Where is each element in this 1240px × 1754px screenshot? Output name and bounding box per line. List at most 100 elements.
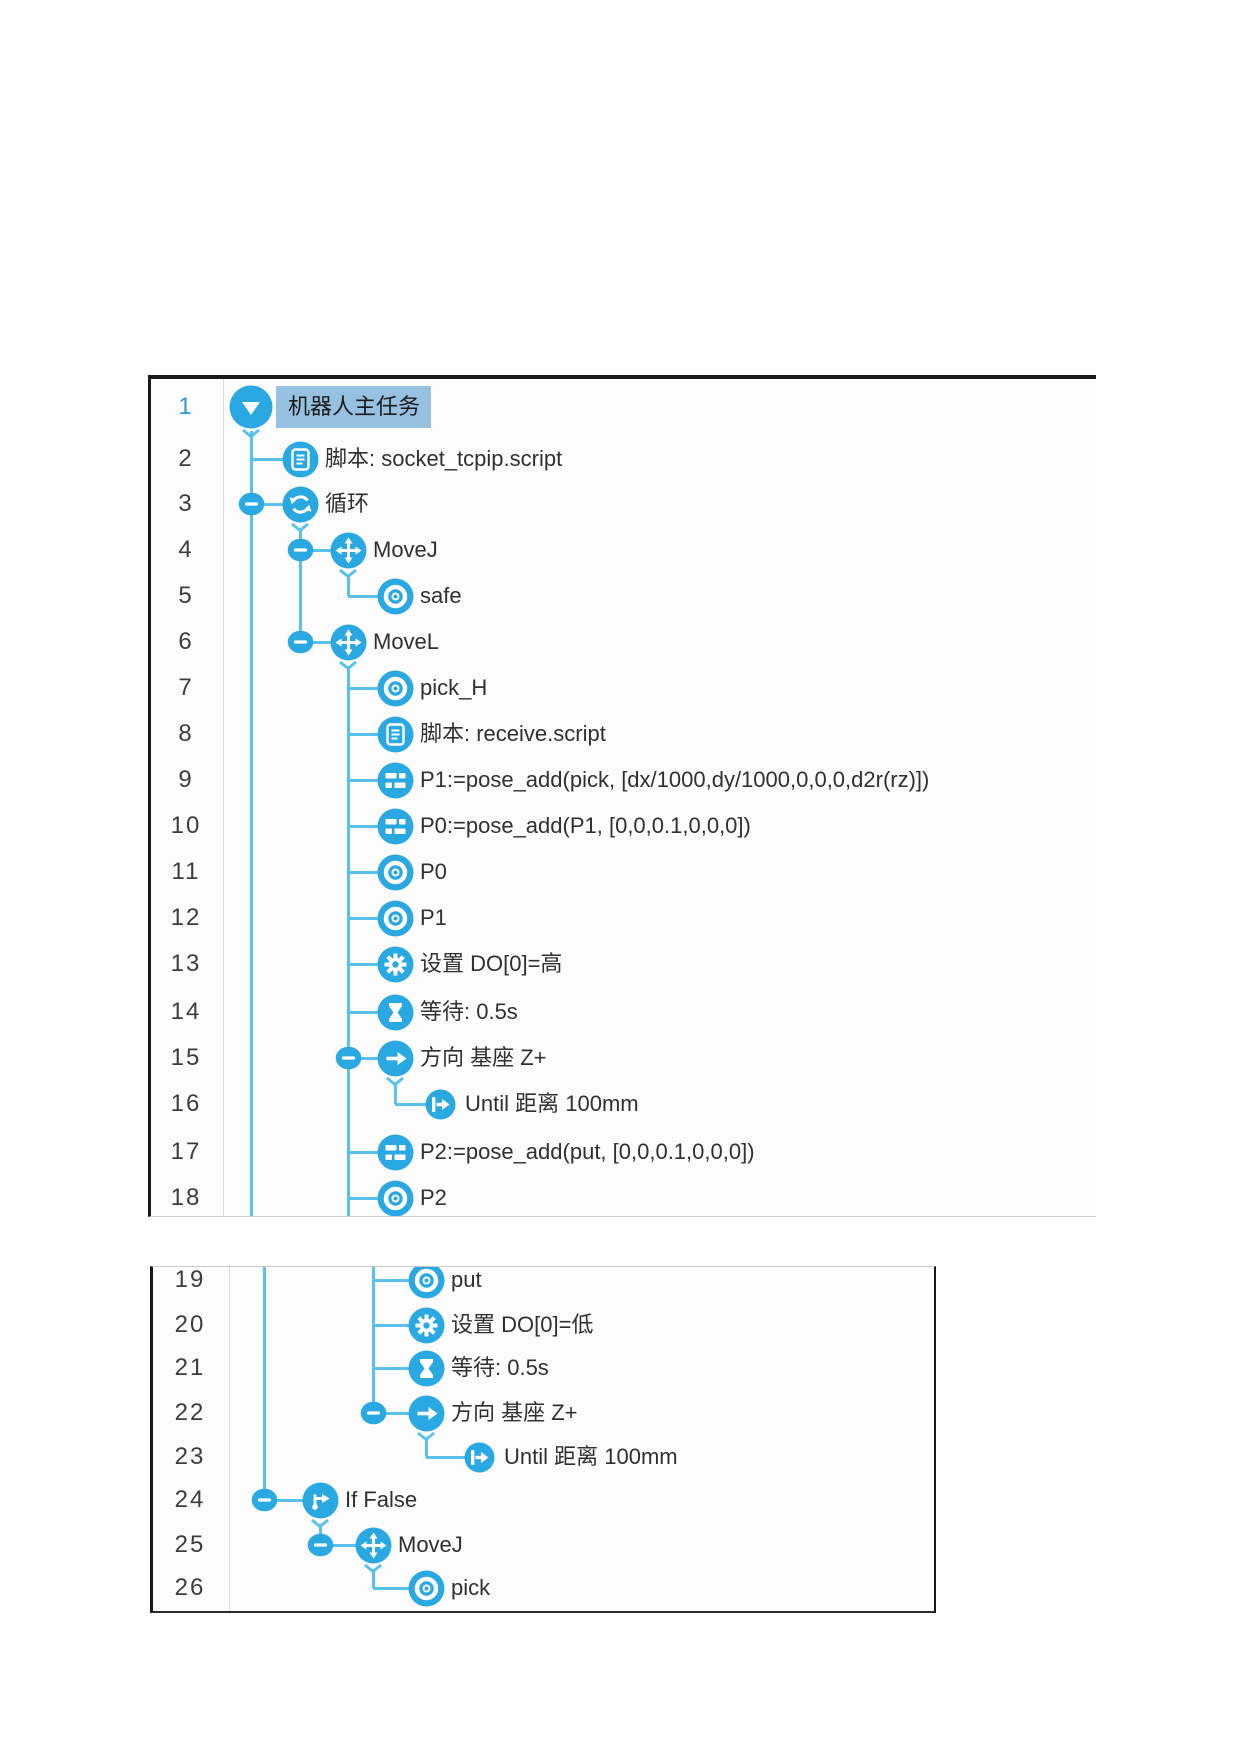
- row-line-number: 20: [174, 1311, 206, 1338]
- waypoint-icon[interactable]: [408, 1570, 445, 1612]
- node-label[interactable]: P0:=pose_add(P1, [0,0,0.1,0,0,0]): [420, 813, 751, 838]
- node-label[interactable]: 设置 DO[0]=低: [451, 1312, 594, 1337]
- tree-connector-horizontal: [300, 548, 348, 552]
- tree-connector-horizontal: [251, 457, 300, 461]
- waypoint-icon[interactable]: [408, 1267, 445, 1304]
- tree-connector-horizontal: [348, 1150, 395, 1154]
- tree-connector-horizontal: [348, 686, 395, 690]
- selected-row-highlight: [276, 386, 431, 428]
- collapse-button[interactable]: [238, 492, 265, 521]
- row-line-number: 5: [178, 582, 194, 609]
- collapse-button[interactable]: [360, 1401, 387, 1430]
- node-label[interactable]: 脚本: receive.script: [420, 721, 606, 746]
- task-root-icon[interactable]: [229, 385, 273, 434]
- node-label[interactable]: 机器人主任务: [288, 394, 421, 419]
- waypoint-icon[interactable]: [377, 1180, 414, 1216]
- loop-icon[interactable]: [282, 486, 319, 528]
- tree-connector-horizontal: [320, 1543, 373, 1547]
- node-label[interactable]: MoveL: [373, 629, 440, 654]
- assign-icon[interactable]: [377, 808, 414, 850]
- node-label[interactable]: 等待: 0.5s: [451, 1355, 549, 1380]
- node-label[interactable]: put: [451, 1267, 482, 1292]
- node-label[interactable]: P2: [420, 1185, 447, 1210]
- collapse-button[interactable]: [251, 1488, 278, 1517]
- row-line-number: 18: [170, 1184, 202, 1211]
- expand-chevron-icon: [338, 566, 358, 584]
- waypoint-icon[interactable]: [377, 670, 414, 712]
- node-label[interactable]: pick: [451, 1575, 491, 1600]
- node-label[interactable]: 设置 DO[0]=高: [420, 951, 563, 976]
- line-number-column-divider: [223, 379, 224, 1216]
- row-line-number: 21: [174, 1354, 206, 1381]
- direction-icon[interactable]: [408, 1395, 445, 1437]
- tree-connector-horizontal: [373, 1411, 426, 1415]
- tree-connector-horizontal: [251, 502, 300, 506]
- assign-icon[interactable]: [377, 762, 414, 804]
- node-label[interactable]: 等待: 0.5s: [420, 999, 518, 1024]
- wait-icon[interactable]: [377, 994, 414, 1036]
- row-line-number: 17: [170, 1138, 202, 1165]
- node-label[interactable]: P2:=pose_add(put, [0,0,0.1,0,0,0]): [420, 1139, 755, 1164]
- node-label[interactable]: 方向 基座 Z+: [420, 1045, 547, 1070]
- collapse-button[interactable]: [287, 630, 314, 659]
- set-icon[interactable]: [377, 946, 414, 988]
- tree-connector-vertical: [393, 1082, 397, 1104]
- line-number-column-divider: [229, 1267, 230, 1611]
- node-label[interactable]: MoveJ: [373, 537, 438, 562]
- node-label[interactable]: P1:=pose_add(pick, [dx/1000,dy/1000,0,0,…: [420, 767, 930, 792]
- node-label[interactable]: 循环: [325, 491, 370, 516]
- tree-connector-vertical: [262, 1267, 266, 1500]
- tree-connector-horizontal: [348, 594, 395, 598]
- collapse-button[interactable]: [307, 1533, 334, 1562]
- script-icon[interactable]: [377, 716, 414, 758]
- collapse-button[interactable]: [335, 1046, 362, 1075]
- waypoint-icon[interactable]: [377, 900, 414, 942]
- until-icon[interactable]: [464, 1442, 495, 1478]
- row-line-number: 2: [178, 445, 194, 472]
- tree-connector-horizontal: [348, 916, 395, 920]
- row-line-number: 10: [170, 812, 202, 839]
- collapse-button[interactable]: [287, 538, 314, 567]
- tree-connector-horizontal: [348, 824, 395, 828]
- row-line-number: 3: [178, 490, 194, 517]
- direction-icon[interactable]: [377, 1040, 414, 1082]
- row-line-number: 26: [174, 1574, 206, 1601]
- node-label[interactable]: Until 距离 100mm: [465, 1091, 639, 1116]
- node-label[interactable]: pick_H: [420, 675, 488, 700]
- node-label[interactable]: P0: [420, 859, 447, 884]
- tree-connector-horizontal: [348, 1056, 395, 1060]
- expand-chevron-icon: [290, 520, 310, 538]
- expand-chevron-icon: [338, 658, 358, 676]
- row-line-number: 23: [174, 1443, 206, 1470]
- row-line-number: 22: [174, 1399, 206, 1426]
- node-label[interactable]: 方向 基座 Z+: [451, 1400, 578, 1425]
- move-icon[interactable]: [330, 532, 367, 574]
- node-label[interactable]: 脚本: socket_tcpip.script: [325, 446, 563, 471]
- node-label[interactable]: P1: [420, 905, 447, 930]
- expand-chevron-icon: [416, 1429, 436, 1447]
- tree-connector-horizontal: [426, 1455, 479, 1459]
- node-label[interactable]: If False: [345, 1487, 418, 1512]
- move-icon[interactable]: [355, 1527, 392, 1569]
- wait-icon[interactable]: [408, 1350, 445, 1392]
- script-icon[interactable]: [282, 441, 319, 483]
- move-icon[interactable]: [330, 624, 367, 666]
- row-line-number: 24: [174, 1486, 206, 1513]
- node-label[interactable]: safe: [420, 583, 462, 608]
- until-icon[interactable]: [425, 1089, 456, 1125]
- row-line-number: 7: [178, 674, 194, 701]
- node-label[interactable]: MoveJ: [398, 1532, 463, 1557]
- tree-connector-horizontal: [395, 1102, 440, 1106]
- if-branch-icon[interactable]: [302, 1482, 339, 1524]
- waypoint-icon[interactable]: [377, 854, 414, 896]
- tree-connector-vertical: [249, 431, 253, 1216]
- node-label[interactable]: Until 距离 100mm: [504, 1444, 678, 1469]
- set-icon[interactable]: [408, 1307, 445, 1349]
- row-line-number: 6: [178, 628, 194, 655]
- row-line-number: 13: [170, 950, 202, 977]
- tree-connector-horizontal: [348, 1010, 395, 1014]
- tree-connector-vertical: [346, 574, 350, 596]
- assign-icon[interactable]: [377, 1134, 414, 1176]
- waypoint-icon[interactable]: [377, 578, 414, 620]
